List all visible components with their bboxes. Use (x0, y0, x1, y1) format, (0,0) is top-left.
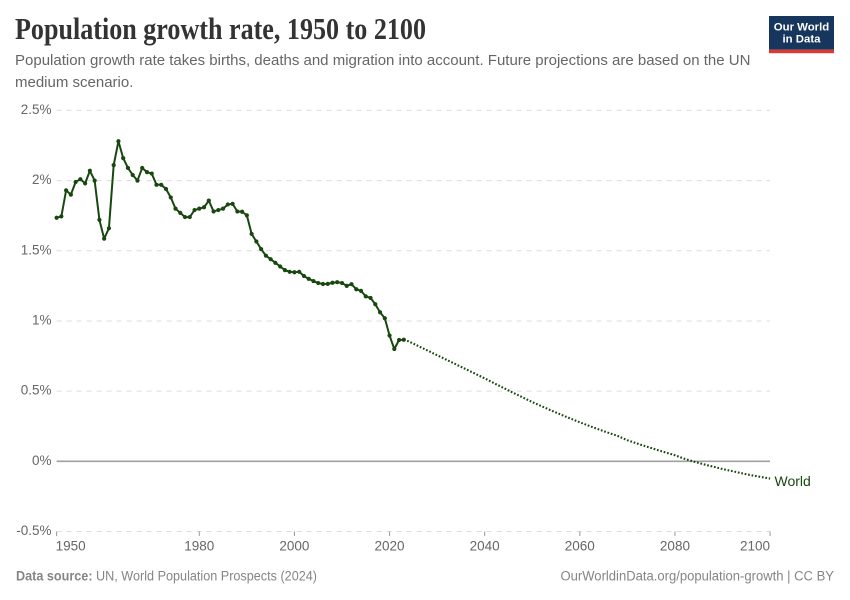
svg-text:2040: 2040 (470, 539, 500, 554)
svg-text:World: World (775, 473, 811, 489)
svg-text:Population growth rate takes b: Population growth rate takes births, dea… (15, 52, 750, 69)
svg-text:2.5%: 2.5% (21, 102, 52, 117)
svg-text:medium scenario.: medium scenario. (15, 74, 133, 91)
svg-text:OurWorldinData.org/population-: OurWorldinData.org/population-growth | C… (561, 568, 835, 583)
svg-text:in Data: in Data (783, 33, 822, 45)
svg-text:2020: 2020 (375, 539, 405, 554)
svg-text:-0.5%: -0.5% (16, 523, 51, 538)
svg-text:0.5%: 0.5% (21, 383, 52, 398)
svg-text:1%: 1% (32, 313, 52, 328)
svg-text:2000: 2000 (279, 539, 309, 554)
svg-text:1980: 1980 (184, 539, 214, 554)
svg-text:Population growth rate, 1950 t: Population growth rate, 1950 to 2100 (15, 11, 426, 46)
svg-text:2100: 2100 (740, 539, 770, 554)
svg-text:1950: 1950 (56, 539, 86, 554)
svg-text:Our World: Our World (774, 22, 830, 34)
svg-text:1.5%: 1.5% (21, 242, 52, 257)
svg-text:2%: 2% (32, 172, 52, 187)
svg-text:Data source: UN, World Populat: Data source: UN, World Population Prospe… (16, 568, 317, 583)
svg-text:2080: 2080 (660, 539, 690, 554)
svg-text:2060: 2060 (565, 539, 595, 554)
svg-text:0%: 0% (32, 453, 52, 468)
